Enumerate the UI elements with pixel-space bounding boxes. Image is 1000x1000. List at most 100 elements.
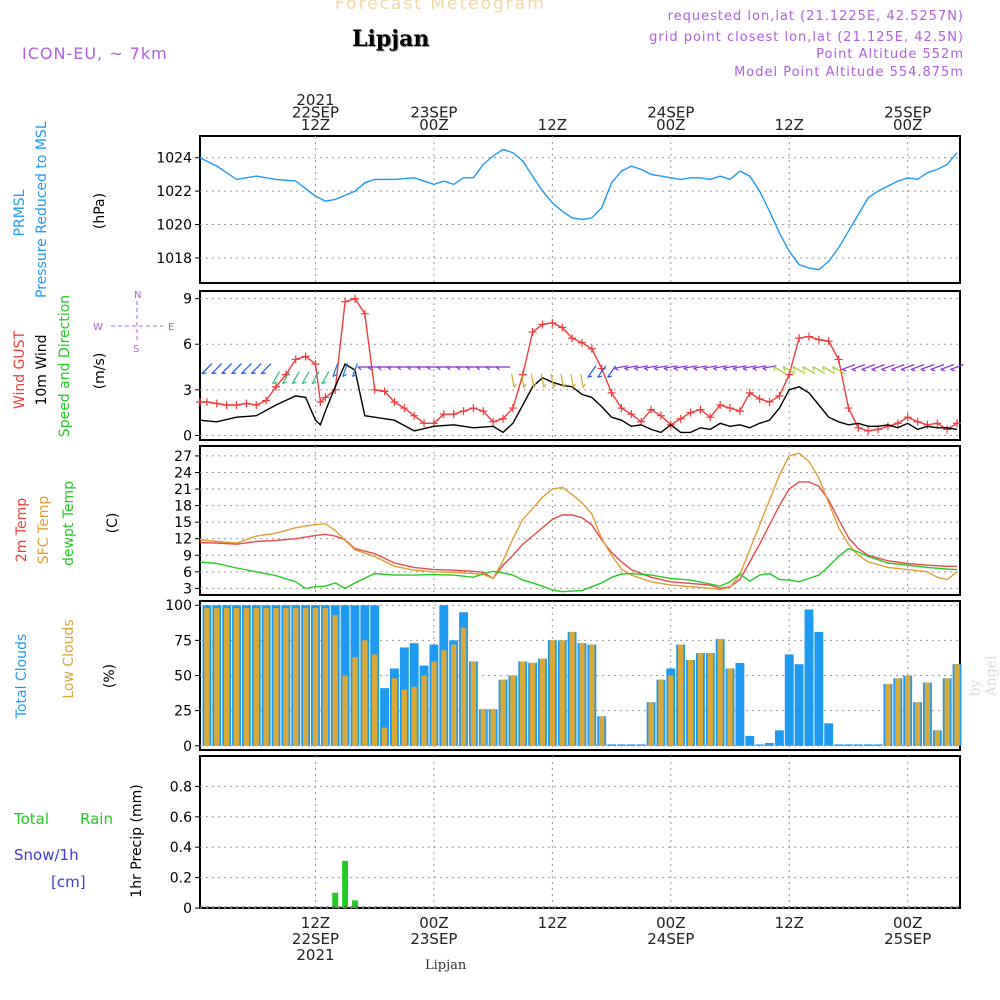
low-cloud-bar (895, 678, 901, 746)
wind-arrow (940, 364, 954, 372)
low-cloud-bar (885, 683, 891, 746)
low-cloud-bar (490, 709, 496, 746)
time-label-bottom: 00Z (893, 914, 922, 932)
total-cloud-bar (626, 744, 636, 746)
panel-frame (199, 445, 961, 596)
time-label-bottom: 00Z (656, 914, 685, 932)
gust-marker (222, 401, 231, 410)
wind-arrow (311, 371, 320, 385)
total-cloud-bar (636, 744, 646, 746)
series-dew (199, 547, 958, 593)
gust-marker (627, 410, 636, 419)
bottom-location: Lipjan (425, 958, 467, 973)
total-cloud-bar (784, 654, 794, 746)
total-cloud-bar (873, 744, 883, 746)
total-cloud-bar (617, 744, 626, 746)
gust-marker (568, 334, 577, 343)
time-label-top: 00Z (419, 116, 448, 134)
gust-marker (716, 401, 725, 410)
wind-arrow (782, 366, 796, 375)
gust-marker (321, 393, 330, 402)
wind-arrow (871, 364, 885, 372)
low-cloud-bar (954, 664, 960, 746)
model-altitude: Model Point Altitude 554.875m (734, 65, 964, 80)
y-tick-label: 3 (183, 581, 192, 597)
wind-arrow (495, 366, 511, 371)
rain-total-label: Total (14, 810, 50, 828)
total-cloud-bar (824, 723, 834, 746)
gust-marker (212, 399, 221, 408)
low-cloud-bar (905, 675, 911, 746)
y-tick-label: 1022 (156, 184, 192, 200)
gust-marker (893, 419, 902, 428)
wind-arrow (752, 365, 767, 371)
low-cloud-bar (687, 660, 694, 746)
wind-arrow (703, 365, 718, 371)
time-label-bottom: 24SEP (647, 930, 694, 948)
gust-marker (350, 294, 359, 303)
gust-marker (775, 391, 784, 400)
rain-label: Rain (80, 810, 113, 828)
wind-arrow (653, 365, 668, 371)
time-label-top: 24SEP (647, 104, 694, 122)
gust-marker (735, 407, 744, 416)
time-label-top: 12Z (301, 116, 330, 134)
time-label-top: 22SEP (292, 104, 339, 122)
requested-coords: requested lon,lat (21.1225E, 42.5257N) (667, 9, 964, 24)
compass-s: S (133, 344, 139, 355)
low-cloud-bar (727, 668, 733, 746)
wind-arrow (221, 363, 233, 375)
y-tick-label: 0.4 (170, 840, 192, 856)
low-cloud-bar (391, 678, 398, 746)
gust-marker (745, 388, 754, 397)
y-tick-label: 1020 (156, 218, 192, 234)
series-wind (199, 362, 958, 434)
gust-marker (804, 332, 813, 341)
low-cloud-bar (717, 638, 723, 746)
low-cloud-bar (658, 679, 664, 746)
y-tick-label: 12 (174, 532, 192, 548)
low-cloud-bar (214, 608, 220, 746)
wind-arrow (511, 373, 517, 388)
wind-arrow (683, 365, 698, 371)
time-label-top: 00Z (893, 116, 922, 134)
gust-marker (380, 387, 389, 396)
gust-marker (202, 397, 211, 406)
gust-marker (272, 382, 280, 391)
gust-marker (726, 404, 735, 413)
gust-marker (824, 337, 833, 346)
time-label-bottom: 22SEP (292, 930, 339, 948)
panel-pressure: 1018 1020 1022 1024 (156, 135, 961, 284)
gust-marker (400, 404, 409, 413)
wind-arrows (201, 363, 964, 388)
gust-marker (538, 320, 547, 329)
point-altitude: Point Altitude 552m (816, 47, 964, 62)
wind-arrow (831, 366, 845, 375)
series-gust (200, 297, 958, 432)
gust-marker (755, 394, 764, 403)
low-cloud-bar (431, 661, 437, 746)
gust-marker (301, 352, 310, 361)
gust-marker (923, 420, 932, 429)
wind-arrow (802, 366, 816, 375)
low-cloud-bar (579, 643, 585, 746)
low-cloud-bar (322, 608, 329, 746)
time-label-bottom: 12Z (775, 914, 804, 932)
gust-marker (953, 419, 962, 428)
compass-w: W (93, 322, 103, 333)
y-tick-label: 100 (165, 598, 192, 614)
total-cloud-bar (765, 742, 774, 746)
wind-arrow (614, 365, 629, 371)
time-label-top: 12Z (538, 116, 567, 134)
low-cloud-bar (283, 608, 289, 746)
low-cloud-bar (914, 702, 921, 746)
gust-marker (943, 425, 952, 434)
panel-frame (199, 135, 961, 284)
y-tick-label: 3 (183, 383, 192, 399)
total-cloud-bar (735, 662, 745, 746)
wind-arrow (891, 364, 905, 372)
gust-marker (341, 297, 350, 306)
compass-rose: N S W E (93, 290, 174, 355)
low-cloud-bar (549, 640, 556, 746)
wind-arrow (342, 363, 349, 378)
